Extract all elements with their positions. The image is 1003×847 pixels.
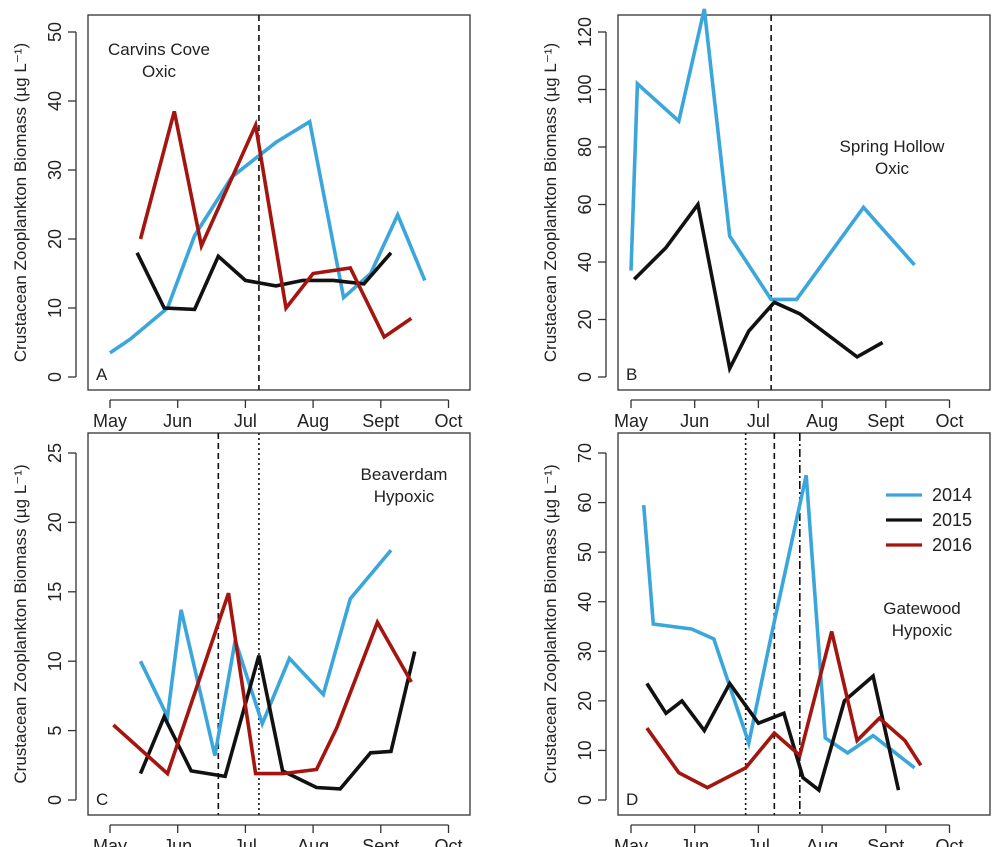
x-tick-label: Aug [297, 411, 329, 431]
x-tick-label: May [614, 836, 648, 847]
y-tick-label: 10 [45, 298, 65, 318]
x-tick-label: May [93, 836, 127, 847]
y-tick-label: 20 [45, 512, 65, 532]
y-tick-label: 50 [575, 542, 595, 562]
panel-d: 0 10 20 30 40 50 60 70 May Jun Jul Aug Sept Oct Crusta… [541, 432, 991, 847]
plot-frame [87, 14, 471, 391]
y-tick-label: 5 [45, 726, 65, 736]
x-tick-label: Sept [362, 411, 399, 431]
y-tick-label: 40 [575, 252, 595, 272]
panel-annotation: Beaverdam [361, 465, 448, 484]
x-tick-label: Oct [935, 836, 963, 847]
x-tick-label: Jun [163, 836, 192, 847]
y-tick-label: 100 [575, 74, 595, 104]
plot-frame [617, 14, 991, 391]
panel-annotation: Hypoxic [374, 487, 435, 506]
y-axis-title: Crustacean Zooplankton Biomass (µg L⁻¹) [11, 464, 30, 783]
y-tick-label: 50 [45, 22, 65, 42]
x-tick-label: May [614, 411, 648, 431]
y-axis-title: Crustacean Zooplankton Biomass (µg L⁻¹) [11, 43, 30, 362]
y-tick-label: 80 [575, 137, 595, 157]
y-tick-label: 20 [575, 309, 595, 329]
legend-label: 2015 [932, 510, 972, 530]
x-tick-label: Jun [163, 411, 192, 431]
y-tick-label: 25 [45, 443, 65, 463]
y-tick-label: 120 [575, 17, 595, 47]
y-tick-label: 40 [45, 91, 65, 111]
panel-b: 0 20 40 60 80 100 120 May Jun Jul Aug Sept Oct Crusta… [541, 8, 991, 431]
x-tick-label: Aug [297, 836, 329, 847]
x-tick-label: Oct [434, 411, 462, 431]
x-tick-label: Sept [867, 836, 904, 847]
panel-annotation: Spring Hollow [840, 137, 946, 156]
panel-annotation: Gatewood [883, 599, 961, 618]
y-tick-label: 0 [45, 372, 65, 382]
y-tick-label: 70 [575, 443, 595, 463]
y-tick-label: 0 [575, 795, 595, 805]
panel-annotation: Carvins Cove [108, 40, 210, 59]
x-tick-label: Jul [234, 836, 257, 847]
y-tick-label: 15 [45, 582, 65, 602]
series-line-2015 [645, 672, 901, 794]
y-tick-label: 10 [575, 740, 595, 760]
panel-annotation: Oxic [142, 62, 177, 81]
x-tick-label: Jun [680, 836, 709, 847]
panel-letter: A [96, 365, 108, 384]
y-tick-label: 20 [575, 691, 595, 711]
x-tick-label: Aug [806, 411, 838, 431]
x-tick-label: Jun [680, 411, 709, 431]
y-axis-title: Crustacean Zooplankton Biomass (µg L⁻¹) [541, 43, 560, 362]
y-tick-label: 60 [575, 194, 595, 214]
y-tick-label: 30 [575, 641, 595, 661]
y-tick-label: 0 [575, 372, 595, 382]
y-tick-label: 40 [575, 592, 595, 612]
x-tick-label: Jul [747, 836, 770, 847]
plot-frame [87, 432, 471, 816]
series-line-2014 [138, 549, 393, 757]
legend-label: 2016 [932, 535, 972, 555]
x-tick-label: Jul [234, 411, 257, 431]
panel-annotation: Hypoxic [892, 621, 953, 640]
series-line-2014 [629, 8, 916, 302]
x-tick-label: Aug [806, 836, 838, 847]
series-line-2016 [138, 110, 413, 340]
y-tick-label: 30 [45, 160, 65, 180]
series-line-2016 [112, 592, 413, 777]
panel-annotation: Oxic [875, 159, 910, 178]
x-tick-label: Sept [867, 411, 904, 431]
panel-letter: D [626, 790, 638, 809]
x-tick-label: Oct [434, 836, 462, 847]
x-tick-label: May [93, 411, 127, 431]
y-tick-label: 60 [575, 493, 595, 513]
legend-label: 2014 [932, 485, 972, 505]
panel-letter: B [626, 365, 637, 384]
series-line-2015 [632, 200, 884, 374]
series-line-2015 [135, 251, 393, 312]
y-tick-label: 20 [45, 229, 65, 249]
plot-frame [617, 432, 991, 816]
y-axis-title: Crustacean Zooplankton Biomass (µg L⁻¹) [541, 464, 560, 783]
x-tick-label: Jul [747, 411, 770, 431]
series-line-2015 [138, 651, 417, 791]
series-line-2014 [641, 474, 916, 770]
series-line-2014 [108, 118, 427, 355]
x-tick-label: Oct [935, 411, 963, 431]
panel-c: 0 5 10 15 20 25 May Jun Jul Aug Sept Oct Crustacean … [11, 432, 471, 847]
panel-a: 0 10 20 30 40 50 May Jun Jul Aug Sept Oct Crustacean… [11, 14, 471, 431]
x-tick-label: Sept [362, 836, 399, 847]
series-line-2016 [645, 631, 923, 790]
y-tick-label: 0 [45, 795, 65, 805]
panel-letter: C [96, 790, 108, 809]
y-tick-label: 10 [45, 651, 65, 671]
